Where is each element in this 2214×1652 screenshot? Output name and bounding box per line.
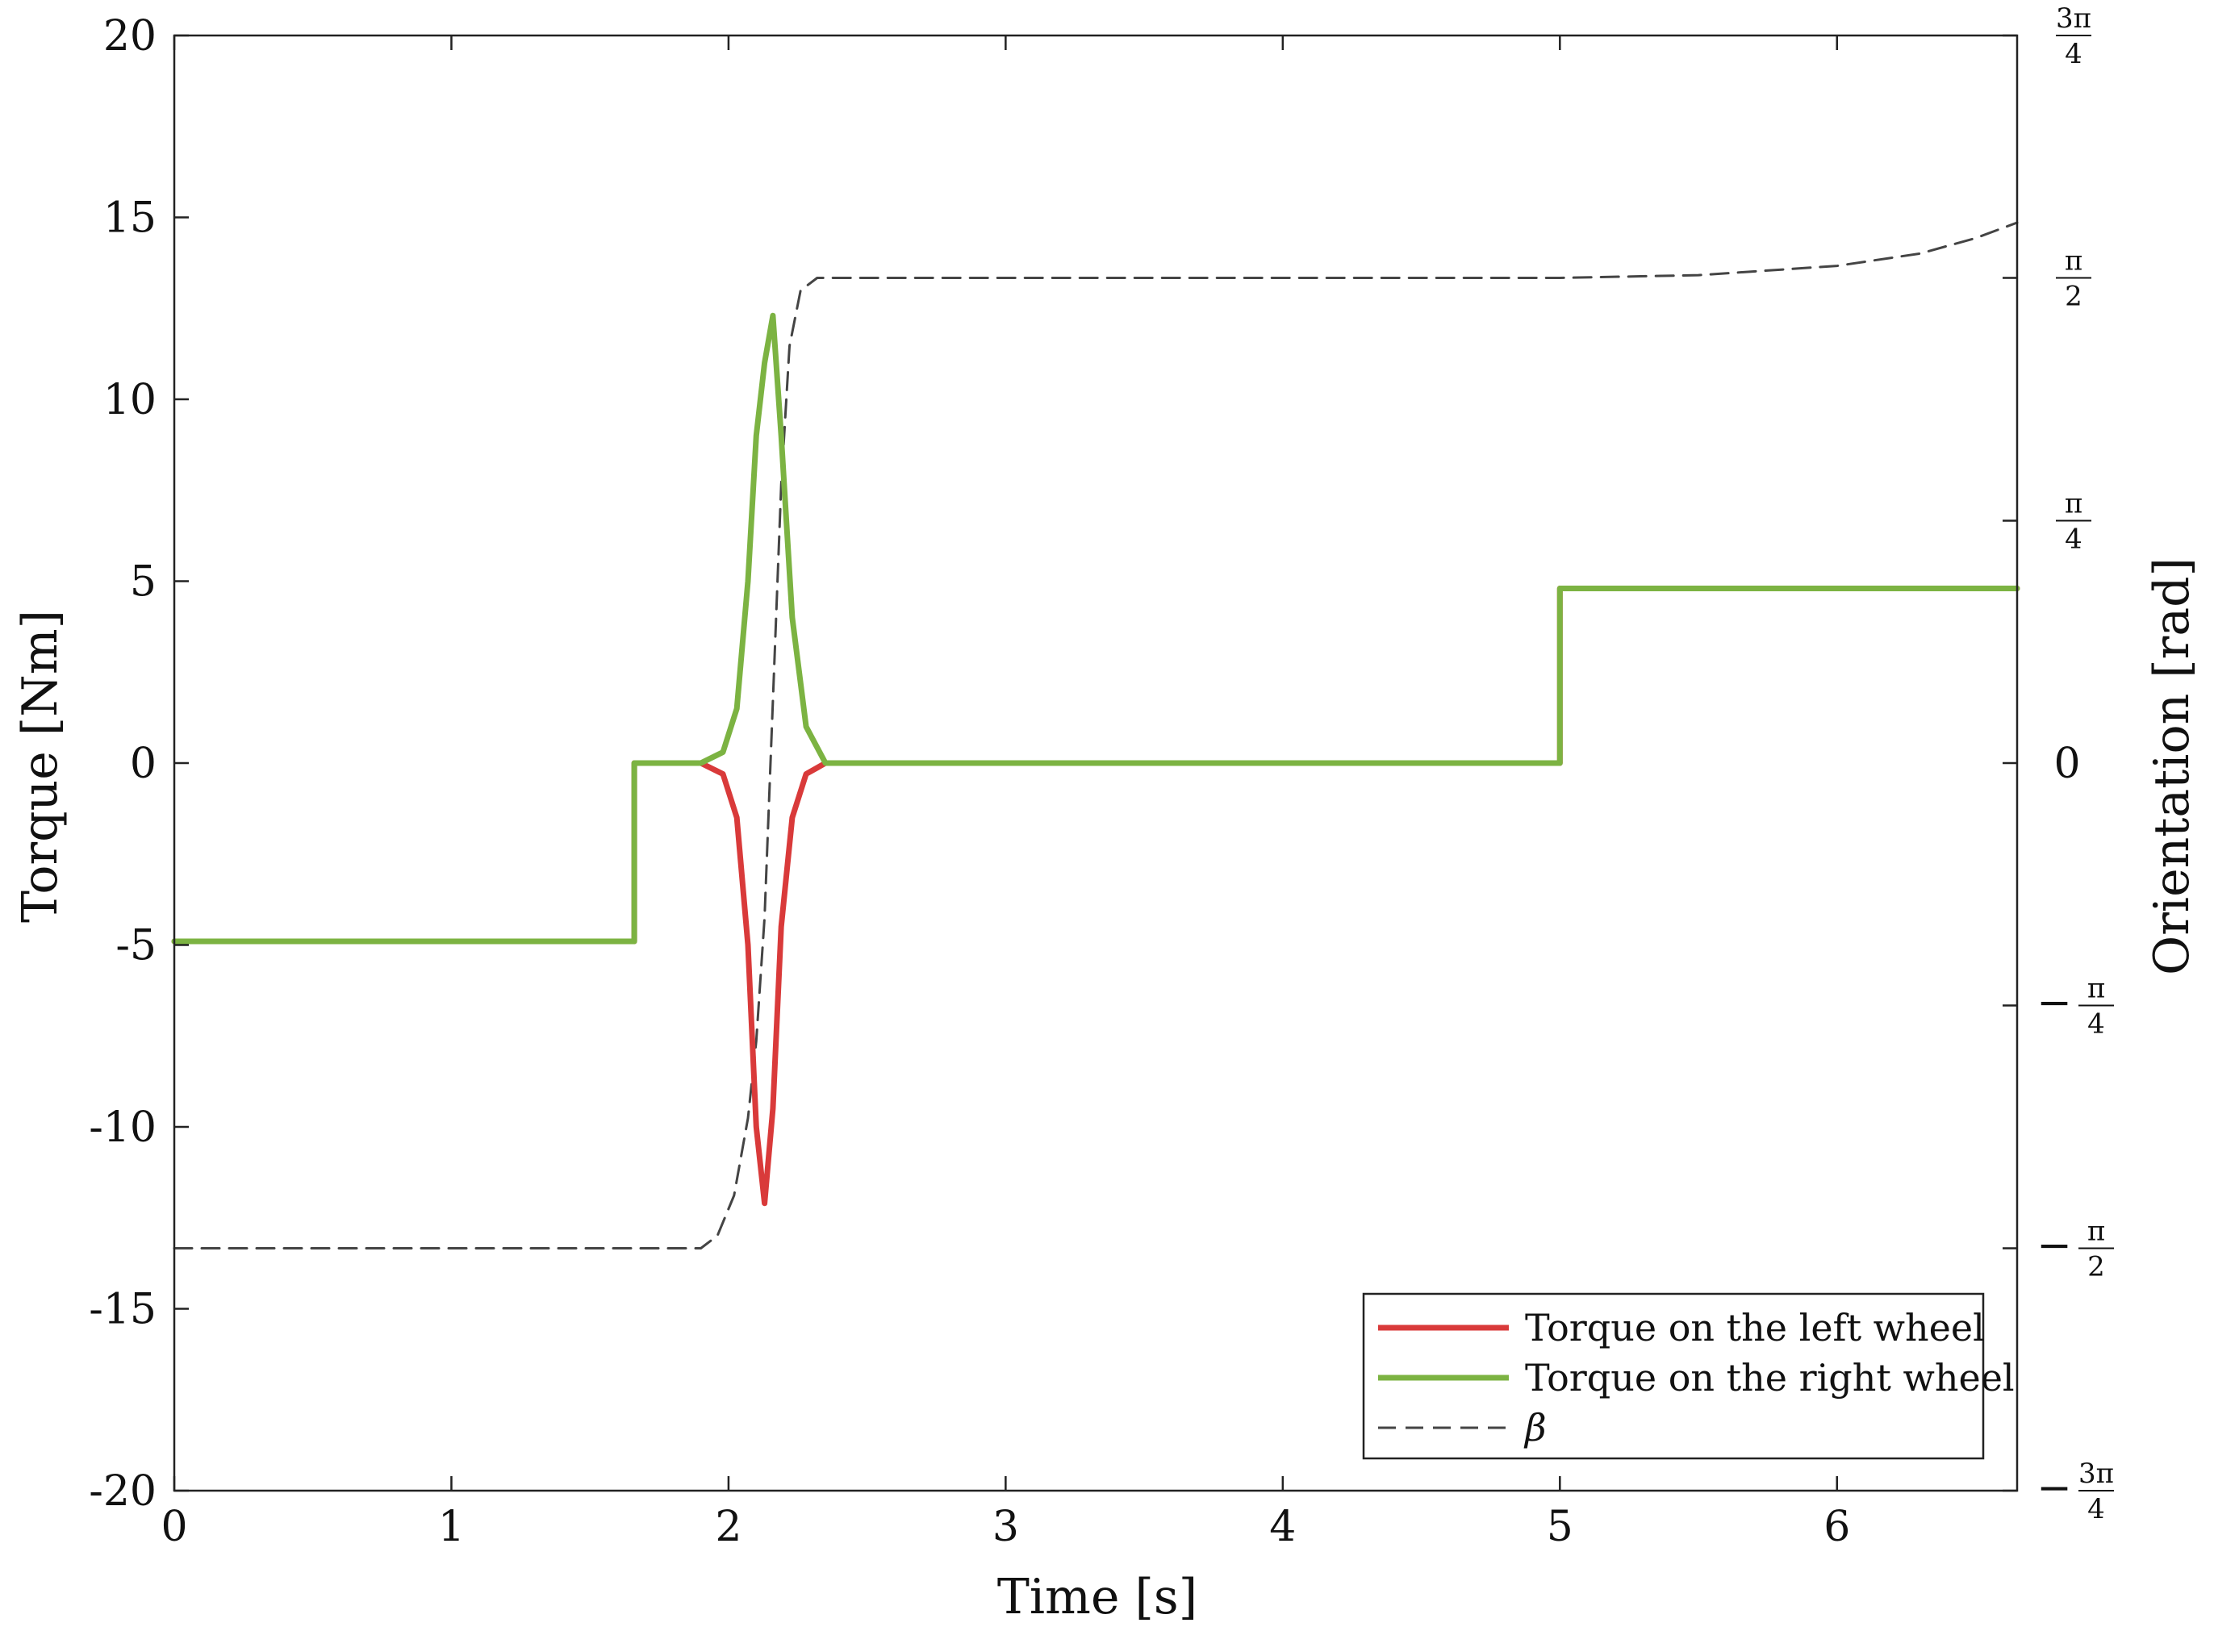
y-tick-label: 10: [103, 376, 157, 424]
x-tick-label: 3: [992, 1503, 1019, 1551]
y2-tick-numerator: 3π: [2056, 2, 2091, 35]
legend-label-2: β: [1523, 1406, 1547, 1450]
y2-tick-sign: −: [2036, 979, 2072, 1028]
y2-tick-denominator: 4: [2087, 1493, 2105, 1525]
x-tick-label: 0: [161, 1503, 187, 1551]
y2-tick-denominator: 2: [2087, 1250, 2105, 1283]
y2-tick-denominator: 2: [2065, 281, 2082, 313]
x-tick-label: 4: [1269, 1503, 1296, 1551]
y-tick-label: -20: [89, 1467, 157, 1516]
x-tick-label: 6: [1823, 1503, 1850, 1551]
legend-label-1: Torque on the right wheel: [1525, 1356, 2015, 1400]
y-tick-label: 5: [130, 558, 157, 607]
x-tick-label: 1: [438, 1503, 465, 1551]
y2-tick-sign: −: [2036, 1221, 2072, 1270]
y-tick-label: 0: [130, 740, 157, 788]
y-tick-label: -15: [89, 1286, 157, 1334]
legend-label-0: Torque on the left wheel: [1525, 1306, 1985, 1350]
y2-tick-numerator: 3π: [2078, 1458, 2114, 1490]
y-tick-label: -5: [115, 922, 157, 970]
legend: Torque on the left wheel Torque on the ri…: [1362, 1292, 2015, 1460]
y-tick-label: 20: [103, 12, 157, 60]
y2-tick-numerator: π: [2087, 973, 2105, 1005]
y-tick-label: 15: [103, 194, 157, 243]
y2-tick-denominator: 4: [2065, 523, 2082, 555]
y2-tick-numerator: π: [2065, 245, 2082, 277]
x-tick-label: 5: [1547, 1503, 1573, 1551]
plot-series-layer: [171, 221, 2020, 1249]
y2-tick-sign: −: [2036, 1464, 2072, 1512]
y2-tick-denominator: 4: [2087, 1008, 2105, 1041]
series-line-1: [171, 312, 2020, 945]
y-axis-title: Torque [Nm]: [12, 610, 69, 923]
y2-tick-denominator: 4: [2065, 38, 2082, 70]
y-tick-label: -10: [89, 1103, 157, 1152]
y2-tick-label: 0: [2053, 740, 2080, 788]
x-tick-label: 2: [715, 1503, 741, 1551]
y2-tick-numerator: π: [2065, 487, 2082, 519]
y2-axis-title: Orientation [rad]: [2144, 557, 2200, 975]
y2-tick-numerator: π: [2087, 1215, 2105, 1247]
series-line-0: [171, 586, 2020, 1207]
x-axis-title: Time [s]: [997, 1569, 1197, 1625]
series-line-2: [173, 221, 2019, 1249]
